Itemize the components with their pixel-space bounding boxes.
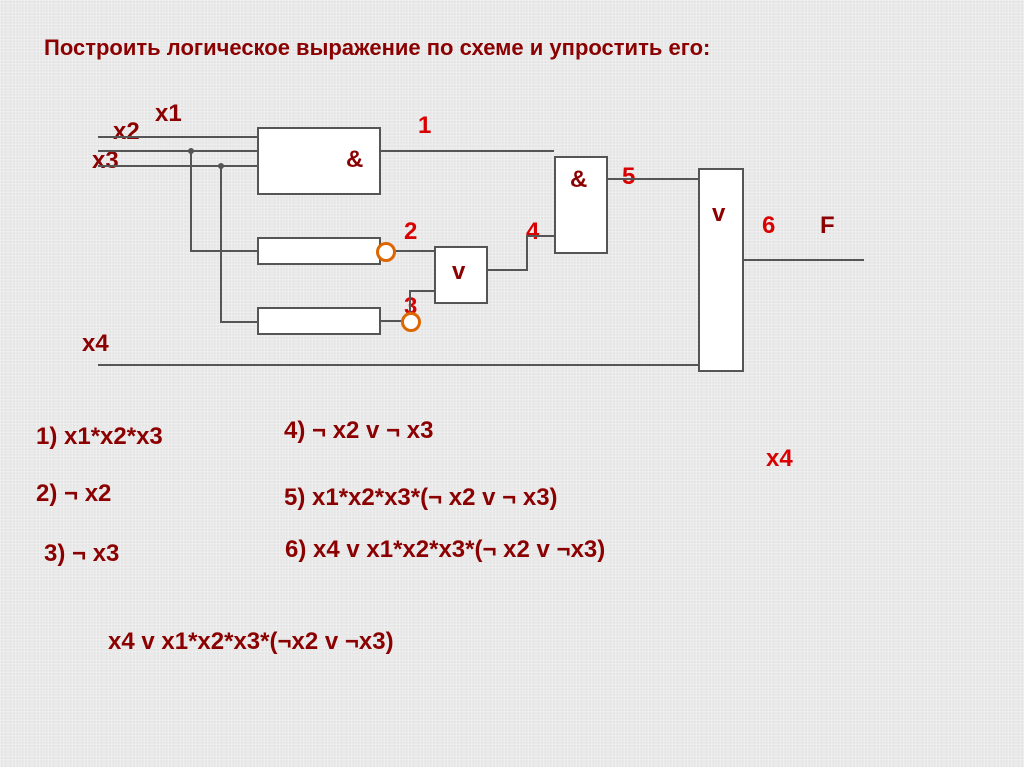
answer-5: 5) х1*х2*х3*(¬ х2 v ¬ х3) [284,484,558,512]
wire-segment [381,150,554,152]
gate-and5-symbol: & [570,166,587,194]
wire-segment [220,165,222,321]
wire-segment [744,259,864,261]
wire-segment [98,165,257,167]
answer-4: 4) ¬ х2 v ¬ х3 [284,417,433,445]
gate-and1-symbol: & [346,146,363,174]
answer-6: 6) х4 v х1*х2*х3*(¬ х2 v ¬х3) [285,536,605,564]
answer-1: 1) х1*х2*х3 [36,423,163,451]
not-circle-icon [376,242,396,262]
wire-label-2: 2 [404,218,417,246]
wire-segment [608,178,698,180]
wire-label-1: 1 [418,112,431,140]
gate-not2 [257,237,381,265]
wire-segment [409,290,434,292]
input-x4-label: х4 [82,330,109,358]
page-title: Построить логическое выражение по схеме … [44,35,710,61]
wire-label-6: 6 [762,212,775,240]
wire-junction [188,148,194,154]
wire-segment [488,269,528,271]
answer-3: 3) ¬ х3 [44,540,119,568]
gate-not3 [257,307,381,335]
output-F-label: F [820,212,835,240]
gate-or6-symbol: v [712,200,725,228]
wire-segment [190,250,257,252]
wire-junction [218,163,224,169]
input-x1-label: х1 [155,100,182,128]
answer-2: 2) ¬ х2 [36,480,111,508]
wire-segment [98,364,698,366]
answer-x4: х4 [766,445,793,473]
final-expression: х4 v х1*х2*х3*(¬х2 v ¬х3) [108,628,394,656]
not-circle-icon [401,312,421,332]
wire-label-5: 5 [622,163,635,191]
wire-segment [98,150,257,152]
wire-segment [526,235,554,237]
gate-or6 [698,168,744,372]
wire-segment [526,235,528,271]
wire-label-4: 4 [526,218,539,246]
wire-segment [98,136,257,138]
input-x2-label: х2 [113,118,140,146]
gate-or4-symbol: v [452,258,465,286]
wire-segment [220,321,257,323]
wire-segment [190,150,192,250]
